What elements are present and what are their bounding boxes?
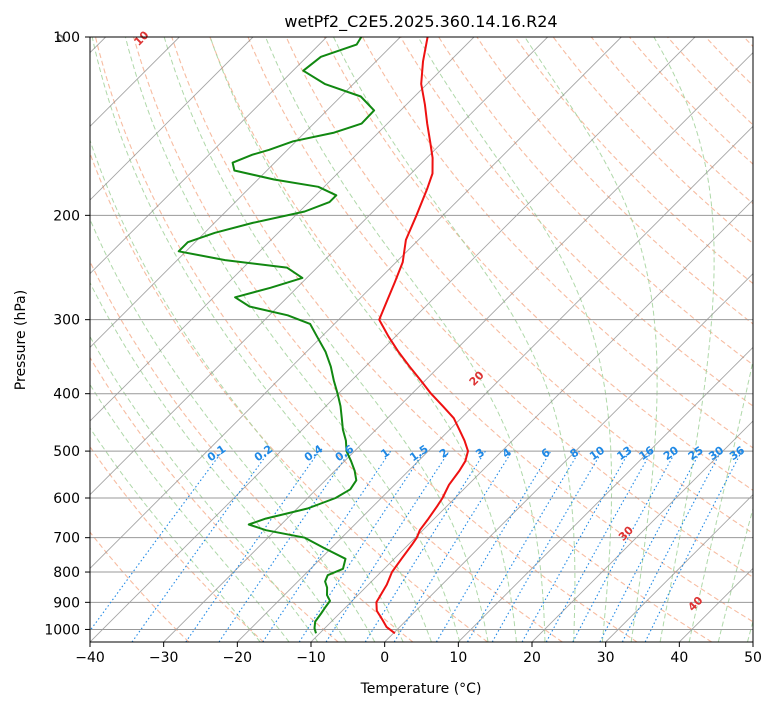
background-lines	[90, 37, 753, 642]
dry-adiabat-line	[514, 37, 753, 285]
moist-adiabat-line	[524, 37, 658, 642]
moist-adiabat-line	[90, 218, 376, 642]
moist-adiabat-line	[90, 281, 347, 642]
y-tick-label: 600	[53, 491, 80, 507]
isotherm-line	[90, 37, 475, 422]
x-axis-label: Temperature (°C)	[360, 681, 482, 697]
moist-adiabat-line	[653, 37, 715, 642]
isotherm-line	[90, 37, 401, 348]
isotherm-line	[163, 52, 753, 642]
isotherm-line	[90, 37, 696, 642]
mixing-ratio-line	[521, 450, 630, 642]
x-tick-label: 40	[670, 650, 688, 666]
moist-adiabat-line	[717, 506, 753, 642]
y-tick-label: 400	[53, 387, 80, 403]
x-tick-label: 20	[523, 650, 541, 666]
moist-adiabat-line	[90, 427, 261, 642]
isotherm-line	[310, 199, 753, 642]
x-tick-label: 10	[449, 650, 467, 666]
temperature-profile-line	[375, 37, 469, 635]
mixing-ratio-line	[325, 450, 450, 642]
moist-adiabat-line	[417, 37, 613, 642]
mixing-ratio-line	[572, 450, 677, 642]
dry-adiabat-line	[362, 37, 753, 449]
dry-adiabat-line	[438, 37, 753, 366]
mixing-ratio-line	[218, 450, 351, 642]
isotherm-line	[384, 273, 753, 642]
x-tick-label: −30	[149, 650, 179, 666]
moist-adiabat-line	[265, 37, 546, 642]
axis-ticks: −40 −30 −20 −10 0 10 20 30 40 50 100 200 300 400 500 60…	[44, 30, 762, 666]
isotherm-line	[90, 37, 548, 496]
moist-adiabat-line	[163, 37, 489, 642]
y-tick-label: 300	[53, 313, 80, 329]
plot-frame	[89, 36, 754, 643]
dry-adiabat-line	[94, 37, 563, 642]
x-tick-label: −20	[223, 650, 253, 666]
x-tick-label: 0	[380, 650, 389, 666]
moist-adiabat-line	[90, 138, 404, 642]
isotherm-line	[531, 420, 753, 642]
dry-adiabat-line	[133, 37, 638, 642]
dewpoint-profile-line	[177, 37, 376, 634]
profile-lines	[177, 37, 469, 635]
dry-adiabat-line	[90, 445, 264, 642]
isotherm-line	[237, 125, 753, 642]
dry-adiabat-line	[90, 531, 190, 642]
isotherm-line	[458, 346, 753, 642]
moist-adiabat-line	[688, 358, 753, 642]
dry-adiabat-line	[285, 37, 753, 535]
moist-adiabat-line	[91, 37, 432, 642]
mixing-ratio-line	[644, 450, 743, 642]
dry-adiabat-line	[90, 356, 339, 642]
mixing-ratio-line	[90, 450, 223, 632]
isotherm-line	[90, 37, 327, 275]
dry-adiabat-line	[209, 37, 753, 623]
x-tick-label: −10	[296, 650, 326, 666]
moist-adiabat-line	[90, 335, 319, 642]
y-tick-label: 800	[53, 565, 80, 581]
y-tick-label: 700	[53, 531, 80, 547]
mixing-ratio-line	[262, 450, 392, 642]
x-tick-label: 30	[597, 650, 615, 666]
mixing-ratio-line	[298, 450, 425, 642]
y-tick-label: 200	[53, 208, 80, 224]
mixing-ratio-line	[131, 450, 270, 642]
mixing-ratio-line	[393, 450, 513, 642]
dry-adiabat-line	[400, 37, 753, 407]
moist-adiabat-line	[90, 383, 290, 642]
dry-adiabat-line	[247, 37, 753, 578]
y-axis-label: Pressure (hPa)	[13, 290, 29, 390]
chart-title: wetPf2_C2E5.2025.360.14.16.R24	[284, 12, 557, 32]
moist-adiabat-line	[209, 37, 517, 642]
x-tick-label: −40	[75, 650, 105, 666]
mixing-ratio-line	[185, 450, 320, 642]
moist-adiabat-line	[333, 37, 576, 642]
x-tick-label: 50	[744, 650, 762, 666]
dry-adiabat-line	[90, 151, 488, 642]
y-tick-label: 500	[53, 444, 80, 460]
dry-adiabat-line	[323, 37, 753, 491]
y-tick-label: 100	[53, 30, 80, 46]
y-tick-label: 900	[53, 595, 80, 611]
mixing-ratio-line	[545, 450, 653, 642]
moist-adiabat-line	[124, 37, 461, 642]
isotherm-line	[90, 37, 254, 201]
dry-adiabat-line	[171, 37, 712, 642]
y-tick-label: 1000	[44, 622, 80, 638]
isotherm-line	[605, 494, 753, 642]
